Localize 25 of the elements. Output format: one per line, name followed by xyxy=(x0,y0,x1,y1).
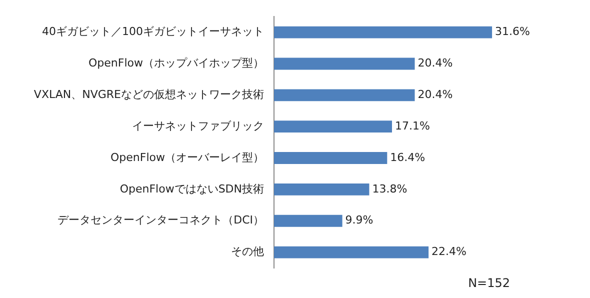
bar xyxy=(274,58,415,70)
data-label: 13.8% xyxy=(372,182,408,196)
bar xyxy=(274,214,342,227)
data-label: 16.4% xyxy=(390,150,426,164)
bar xyxy=(274,246,429,258)
y-tick-label: OpenFlow（ホップバイホップ型） xyxy=(88,56,264,70)
data-label: 9.9% xyxy=(345,214,374,227)
bar xyxy=(274,26,492,38)
y-tick-label: その他 xyxy=(231,245,264,258)
bar xyxy=(274,183,370,196)
data-label: 20.4% xyxy=(418,56,453,70)
y-tick-label: OpenFlowではないSDN技術 xyxy=(120,182,264,196)
y-tick-label: OpenFlow（オーバーレイ型） xyxy=(110,150,264,164)
y-tick-label: イーサネットファブリック xyxy=(132,119,264,132)
data-label: 22.4% xyxy=(432,245,467,258)
y-tick-label: データセンターインターコネクト（DCI） xyxy=(58,214,264,227)
data-label: 20.4% xyxy=(418,88,453,102)
y-tick-label: VXLAN、NVGREなどの仮想ネットワーク技術 xyxy=(34,88,264,102)
bar xyxy=(274,120,392,133)
bar xyxy=(274,89,415,102)
y-tick-label: 40ギガビット／100ギガビットイーサネット xyxy=(42,25,264,38)
text: N=152 xyxy=(468,276,510,290)
data-label: 17.1% xyxy=(394,119,430,132)
data-label: 31.6% xyxy=(495,25,530,38)
bar xyxy=(274,152,388,164)
